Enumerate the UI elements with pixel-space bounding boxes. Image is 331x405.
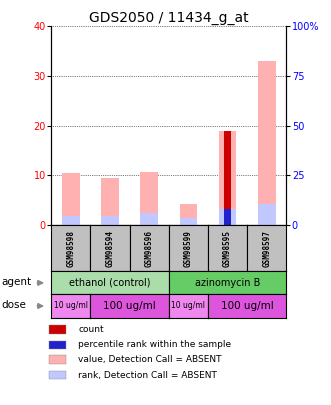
Bar [219,130,236,225]
Text: 100 ug/ml: 100 ug/ml [103,301,156,311]
Text: value, Detection Call = ABSENT: value, Detection Call = ABSENT [78,355,222,364]
Text: 100 ug/ml: 100 ug/ml [221,301,273,311]
Bar [49,341,66,349]
Title: GDS2050 / 11434_g_at: GDS2050 / 11434_g_at [89,11,249,25]
Text: GSM98599: GSM98599 [184,230,193,266]
Text: dose: dose [1,300,26,310]
Text: GSM98598: GSM98598 [67,230,75,266]
Text: GSM98597: GSM98597 [262,230,271,266]
Bar [180,204,197,225]
Text: percentile rank within the sample: percentile rank within the sample [78,341,231,350]
Bar [101,178,119,225]
Bar [258,204,275,225]
Text: GSM98596: GSM98596 [145,230,154,266]
Bar [224,130,231,225]
Text: ethanol (control): ethanol (control) [69,278,151,288]
Text: count: count [78,325,104,334]
Text: agent: agent [1,277,31,287]
Text: azinomycin B: azinomycin B [195,278,260,288]
Text: GSM98595: GSM98595 [223,230,232,266]
Bar [49,371,66,379]
Bar [258,61,275,225]
Bar [224,209,231,225]
Bar [62,173,80,225]
Bar [180,218,197,225]
Text: 10 ug/ml: 10 ug/ml [54,301,88,311]
Text: rank, Detection Call = ABSENT: rank, Detection Call = ABSENT [78,371,217,379]
Bar [140,213,158,225]
Bar [49,355,66,364]
Bar [62,216,80,225]
Bar [219,209,236,225]
Text: GSM98594: GSM98594 [106,230,115,266]
Bar [49,325,66,334]
Text: 10 ug/ml: 10 ug/ml [171,301,206,311]
Bar [101,216,119,225]
Bar [140,172,158,225]
